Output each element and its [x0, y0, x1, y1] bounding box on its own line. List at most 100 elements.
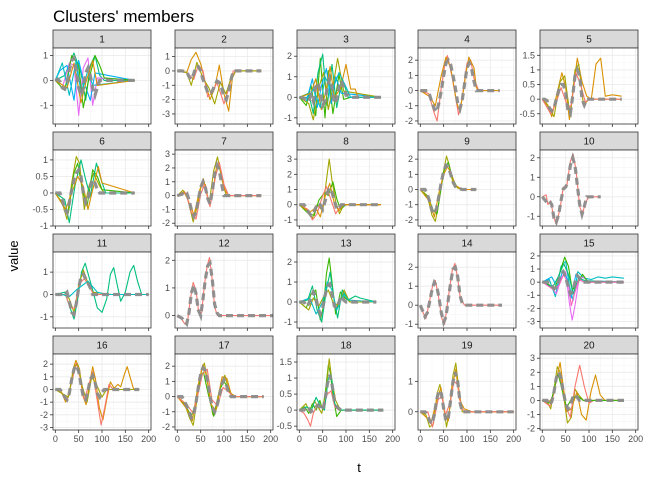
- y-tick-label: -1: [284, 317, 292, 327]
- y-tick-label: 1: [165, 283, 170, 293]
- y-tick-label: 0: [530, 395, 535, 405]
- x-tick-label: 0: [175, 434, 180, 444]
- panel-series: [541, 361, 624, 424]
- member-series-line: [542, 263, 625, 295]
- facet-strip-label: 8: [343, 137, 349, 148]
- panel-series: [177, 51, 262, 112]
- x-tick-label: 50: [318, 434, 328, 444]
- panel-series: [419, 362, 514, 428]
- y-tick-label: 1: [165, 376, 170, 386]
- y-tick-label: 2: [287, 257, 292, 267]
- facet-panel-9: 9 -2 -1 0 1 2: [405, 131, 517, 229]
- y-tick-label: 0: [408, 300, 413, 310]
- panel-series: [419, 155, 477, 222]
- panel-series: [298, 158, 381, 221]
- y-tick-label: 0.5: [35, 171, 48, 181]
- facet-strip-label: 1: [99, 35, 105, 46]
- facet-strip-label: 3: [343, 35, 349, 46]
- facet-panel-18: 18 -0.5 0 0.5 1 1.5 0 50 100 150 200: [276, 335, 400, 444]
- y-tick-label: 2: [408, 55, 413, 65]
- x-tick-label: 100: [216, 434, 231, 444]
- y-tick-label: -2: [527, 424, 535, 434]
- x-tick-label: 100: [94, 434, 109, 444]
- y-tick-label: 2: [165, 255, 170, 265]
- chart-title: Clusters' members: [53, 7, 194, 26]
- centroid-series-line: [299, 281, 377, 319]
- y-tick-label: 0: [165, 392, 170, 402]
- y-tick-label: 0: [408, 185, 413, 195]
- centroid-series-line: [176, 160, 262, 221]
- centroid-series-line: [177, 65, 262, 103]
- x-tick-label: 150: [483, 434, 498, 444]
- x-tick-label: 100: [581, 434, 596, 444]
- y-tick-label: 1: [287, 185, 292, 195]
- member-series-line: [177, 51, 262, 112]
- facet-panel-5: 5 -0.5 0 0.5 1 1.5: [519, 29, 639, 127]
- y-tick-label: -1: [527, 211, 535, 221]
- y-tick-label: 1: [530, 264, 535, 274]
- y-tick-label: 1: [43, 50, 48, 60]
- y-tick-label: -2: [405, 116, 413, 126]
- y-tick-label: 0: [530, 94, 535, 104]
- y-tick-label: 2: [530, 153, 535, 163]
- y-tick-label: 1: [408, 281, 413, 291]
- centroid-series-line: [420, 371, 514, 428]
- panel-series: [418, 262, 502, 328]
- panel-series: [176, 256, 273, 328]
- panel-series: [420, 55, 500, 122]
- x-tick-label: 200: [506, 434, 521, 444]
- y-tick-label: 1: [530, 65, 535, 75]
- panel-grid: [53, 354, 151, 430]
- y-tick-label: 2: [43, 359, 48, 369]
- y-tick-label: -0.5: [32, 204, 48, 214]
- x-tick-label: 150: [118, 434, 133, 444]
- y-tick-label: -1: [284, 113, 292, 123]
- x-tick-label: 100: [338, 434, 353, 444]
- panel-grid: [418, 48, 516, 124]
- facet-strip-label: 17: [218, 341, 230, 352]
- y-tick-label: 2: [408, 262, 413, 272]
- y-tick-label: 0: [408, 86, 413, 96]
- facet-strip-label: 9: [464, 137, 470, 148]
- panel-series: [176, 362, 264, 426]
- facet-panel-3: 3 -1 0 1 2: [284, 29, 396, 127]
- panel-series: [298, 358, 384, 427]
- centroid-series-line: [542, 65, 622, 118]
- y-tick-label: 0.5: [522, 80, 535, 90]
- y-tick-label: 1: [287, 277, 292, 287]
- member-series-line: [55, 363, 140, 403]
- y-tick-label: -2: [162, 422, 170, 432]
- y-tick-label: 0: [43, 188, 48, 198]
- y-tick-label: 0: [165, 311, 170, 321]
- facet-strip-label: 2: [221, 35, 227, 46]
- y-tick-label: 1: [165, 52, 170, 62]
- panel-grid: [53, 150, 151, 226]
- facet-strip-label: 15: [583, 239, 595, 250]
- y-tick-label: -1: [405, 200, 413, 210]
- y-tick-label: 1: [287, 72, 292, 82]
- panel-grid: [540, 150, 638, 226]
- y-tick-label: -2: [527, 303, 535, 313]
- y-tick-label: 0: [530, 192, 535, 202]
- panel-series: [298, 257, 377, 323]
- x-tick-label: 0: [418, 434, 423, 444]
- panel-series: [54, 52, 135, 116]
- y-tick-label: 2: [530, 367, 535, 377]
- centroid-series-line: [420, 57, 500, 116]
- y-tick-label: -2: [162, 95, 170, 105]
- panel-grid: [540, 48, 638, 124]
- centroid-series-line: [176, 259, 273, 328]
- x-tick-label: 150: [362, 434, 377, 444]
- facet-panel-1: 1 -1 0 1: [40, 29, 152, 127]
- panel-series: [541, 57, 622, 121]
- y-tick-label: -1: [405, 101, 413, 111]
- panel-series: [541, 256, 625, 321]
- centroid-series-line: [418, 264, 502, 328]
- facet-panel-20: 20 -2 -1 0 1 2 3 0 50 100 150 200: [527, 335, 643, 444]
- x-tick-label: 0: [53, 434, 58, 444]
- x-tick-label: 100: [459, 434, 474, 444]
- y-tick-label: -1: [162, 80, 170, 90]
- x-tick-label: 150: [240, 434, 255, 444]
- centroid-series-line: [542, 368, 624, 412]
